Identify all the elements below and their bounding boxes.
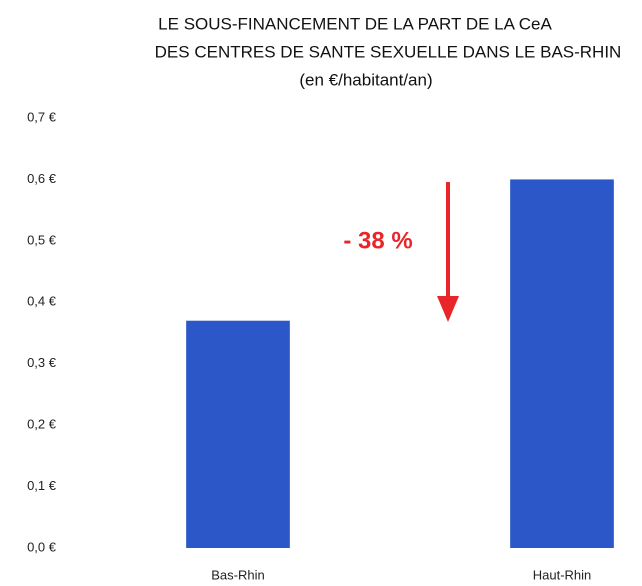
annotation: - 38 % bbox=[343, 227, 412, 254]
bar bbox=[186, 320, 290, 548]
y-tick-label: 0,7 € bbox=[27, 109, 57, 124]
chart-title: LE SOUS-FINANCEMENT DE LA PART DE LA CeA bbox=[158, 14, 552, 33]
y-tick-label: 0,6 € bbox=[27, 171, 57, 186]
y-tick-label: 0,5 € bbox=[27, 232, 57, 247]
y-tick-label: 0,1 € bbox=[27, 478, 57, 493]
chart-subtitle: (en €/habitant/an) bbox=[299, 70, 432, 89]
y-tick-label: 0,2 € bbox=[27, 417, 57, 432]
x-tick-label: Haut-Rhin bbox=[533, 567, 592, 582]
x-tick-label: Bas-Rhin bbox=[211, 567, 264, 582]
y-tick-label: 0,4 € bbox=[27, 294, 57, 309]
y-tick-label: 0,0 € bbox=[27, 539, 57, 554]
chart-title: DES CENTRES DE SANTE SEXUELLE DANS LE BA… bbox=[155, 42, 622, 61]
arrow bbox=[437, 182, 459, 322]
bar bbox=[510, 179, 614, 548]
y-tick-label: 0,3 € bbox=[27, 355, 57, 370]
